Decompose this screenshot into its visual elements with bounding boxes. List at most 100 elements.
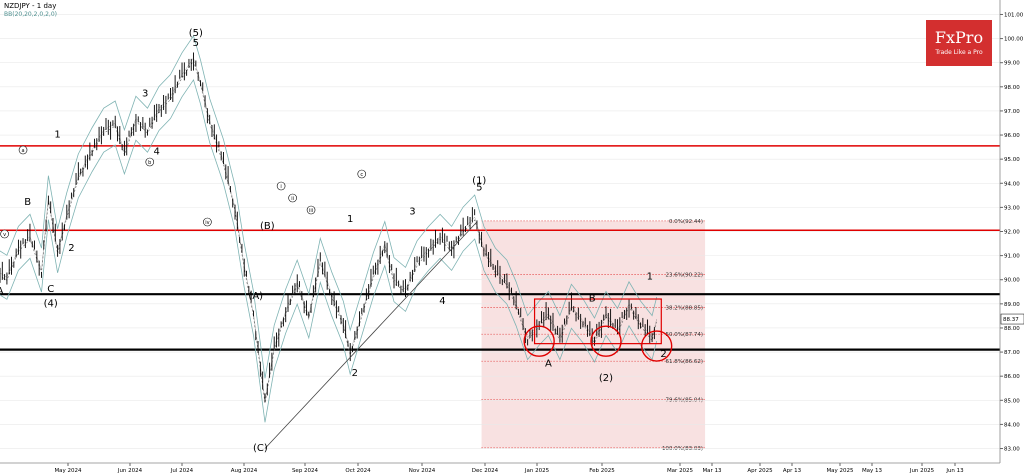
fib-level-label: 61.8%(86.62) (666, 359, 704, 365)
x-tick-label: Jan 2025 (524, 468, 550, 474)
wave-label: (A) (248, 291, 263, 302)
symbol-title: NZDJPY - 1 day (4, 2, 57, 10)
x-tick-label: Nov 2024 (409, 468, 436, 474)
sub-wave-label: iv (205, 220, 209, 226)
wave-label: A (545, 359, 552, 370)
y-tick-label: 83.00 (1004, 447, 1020, 453)
wave-label: C (47, 284, 54, 295)
sub-wave-marker (276, 181, 286, 191)
highlight-circle (640, 330, 673, 362)
y-tick-label: 97.00 (1004, 109, 1020, 115)
sub-wave-marker (0, 229, 9, 239)
x-tick-label: Jun 2025 (909, 468, 935, 474)
logo-tagline: Trade Like a Pro (935, 49, 983, 56)
wave-label: 3 (142, 88, 148, 99)
y-tick-label: 95.00 (1004, 157, 1020, 163)
wave-label: (5) (189, 28, 203, 39)
wave-label: 3 (409, 207, 415, 218)
y-tick-label: 96.00 (1004, 133, 1020, 139)
wave-label: B (589, 293, 596, 304)
wave-label: 2 (68, 243, 74, 254)
x-tick-label: Sep 2024 (292, 468, 319, 474)
y-tick-label: 100.00 (1004, 37, 1024, 43)
x-axis: May 2024 Jun 2024 Jul 2024 Aug 2024 Sep 2024… (0, 462, 1000, 474)
trend-line (264, 221, 478, 449)
highlight-circle (523, 325, 555, 357)
highlight-circle (590, 325, 622, 357)
wave-label: (B) (260, 221, 275, 232)
y-tick-label: 94.00 (1004, 181, 1020, 187)
logo-brand: FxPro (934, 28, 984, 47)
x-tick-label: Oct 2024 (345, 468, 371, 474)
x-tick-label: Apr 13 (783, 468, 802, 474)
x-tick-label: May 2024 (54, 468, 82, 474)
x-tick-label: Apr 2025 (747, 468, 773, 474)
fibonacci-zone: 0.0%(92.44) 23.6%(90.22) 38.2%(88.85) 50.0%… (481, 219, 706, 452)
wave-label: (4) (44, 298, 58, 309)
indicator-label: BB(20,20,2,0,2,0) (4, 11, 57, 18)
y-tick-label: 85.00 (1004, 398, 1020, 404)
wave-label: (C) (253, 443, 268, 454)
x-tick-label: Feb 2025 (589, 468, 615, 474)
x-tick-label: Jun 13 (945, 468, 964, 474)
y-tick-label: 92.00 (1004, 230, 1020, 236)
y-tick-label: 86.00 (1004, 374, 1020, 380)
x-tick-label: Mar 2025 (667, 468, 694, 474)
y-tick-label: 84.00 (1004, 422, 1020, 428)
sub-wave-marker (357, 169, 367, 179)
candles (0, 52, 673, 449)
fib-level-label: 38.2%(88.85) (666, 305, 704, 311)
sub-wave-label: v (3, 232, 6, 238)
wave-label: 5 (476, 183, 482, 194)
sub-wave-marker (145, 157, 155, 167)
y-tick-label: 91.00 (1004, 254, 1020, 260)
wave-label: 4 (439, 296, 445, 307)
sub-wave-label: c (360, 172, 363, 178)
horizontal-levels (0, 145, 1000, 351)
wave-label: 1 (54, 129, 60, 140)
sub-wave-label: i (280, 184, 281, 190)
fxpro-logo: FxPro Trade Like a Pro (926, 20, 992, 66)
fib-level-label: 0.0%(92.44) (669, 219, 703, 225)
sub-wave-marker (203, 217, 212, 227)
sub-wave-label: b (148, 160, 151, 166)
x-tick-label: May 2025 (826, 468, 854, 474)
fib-level-label: 23.6%(90.22) (666, 272, 704, 278)
x-tick-label: Mar 13 (702, 468, 722, 474)
sub-wave-label: ii (291, 196, 294, 202)
current-price-label: 88.37 (1003, 317, 1019, 323)
y-tick-label: 101.00 (1004, 12, 1024, 18)
y-tick-label: 88.00 (1004, 326, 1020, 332)
sub-wave-marker (306, 205, 316, 215)
bollinger-bands (0, 34, 658, 423)
fib-level-label: 50.0%(87.74) (666, 332, 704, 338)
bollinger-lower (0, 78, 658, 423)
wave-label: (2) (599, 373, 613, 384)
y-tick-label: 87.00 (1004, 350, 1020, 356)
pattern-box (533, 298, 662, 345)
x-tick-label: Dec 2024 (472, 468, 499, 474)
wave-labels: ABC(4)1234(5)5(C)(A)(B)1234(1)5AB(2)12ab… (0, 28, 667, 454)
y-tick-label: 93.00 (1004, 205, 1020, 211)
y-axis: 101.00 100.00 99.00 98.00 97.00 96.00 95.00 94.… (999, 0, 1024, 463)
wave-label: 1 (647, 272, 653, 283)
x-tick-label: Jul 2024 (170, 468, 194, 474)
wave-label: B (24, 197, 31, 208)
y-tick-label: 98.00 (1004, 85, 1020, 91)
x-tick-label: Jun 2024 (117, 468, 143, 474)
x-tick-label: May 13 (862, 468, 883, 474)
bollinger-mid (0, 60, 657, 404)
wave-label: 1 (347, 214, 353, 225)
sub-wave-marker (18, 145, 28, 155)
wave-label: 5 (193, 38, 199, 49)
wave-label: 2 (660, 349, 666, 360)
wave-label: (1) (472, 175, 486, 186)
wave-label: A (0, 286, 4, 297)
current-price-box (1000, 313, 1024, 325)
wave-label: 4 (153, 146, 159, 157)
y-tick-label: 90.00 (1004, 278, 1020, 284)
sub-wave-label: a (22, 148, 25, 154)
y-tick-label: 99.00 (1004, 61, 1020, 67)
y-tick-label: 89.00 (1004, 302, 1020, 308)
